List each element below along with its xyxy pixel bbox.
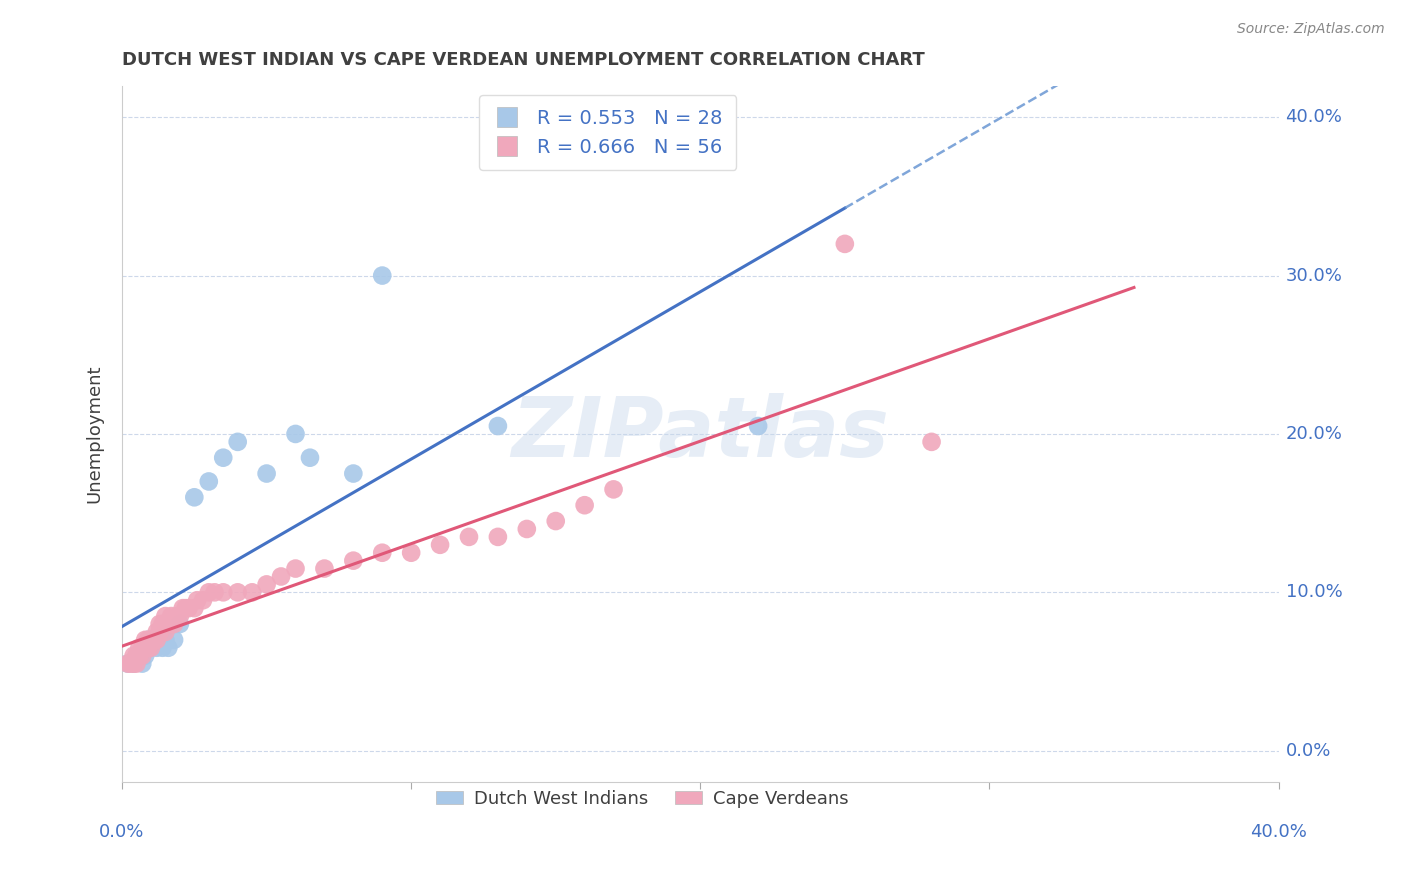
Point [174, 601, 197, 615]
Point [186, 593, 208, 607]
Point [172, 601, 194, 615]
Point [155, 609, 177, 624]
Point [163, 632, 186, 647]
Point [157, 640, 180, 655]
Point [429, 538, 451, 552]
Point [136, 632, 159, 647]
Point [270, 569, 292, 583]
Point [117, 657, 139, 671]
Point [160, 609, 183, 624]
Point [516, 522, 538, 536]
Point [131, 640, 153, 655]
Point [226, 585, 249, 599]
Point [371, 268, 394, 283]
Point [399, 546, 422, 560]
Point [155, 624, 177, 639]
Point [128, 648, 150, 663]
Point [342, 554, 364, 568]
Point [117, 657, 139, 671]
Point [177, 601, 200, 615]
Point [142, 632, 165, 647]
Point [166, 609, 188, 624]
Point [204, 585, 226, 599]
Point [128, 640, 150, 655]
Point [139, 632, 162, 647]
Point [298, 450, 321, 465]
Point [125, 648, 148, 663]
Point [136, 640, 159, 655]
Point [139, 640, 162, 655]
Point [139, 640, 162, 655]
Point [256, 577, 278, 591]
Point [212, 585, 235, 599]
Point [122, 657, 145, 671]
Point [212, 450, 235, 465]
Point [314, 561, 336, 575]
Point [145, 640, 167, 655]
Point [149, 617, 172, 632]
Point [134, 640, 156, 655]
Point [284, 561, 307, 575]
Text: DUTCH WEST INDIAN VS CAPE VERDEAN UNEMPLOYMENT CORRELATION CHART: DUTCH WEST INDIAN VS CAPE VERDEAN UNEMPL… [122, 51, 925, 69]
Point [602, 483, 624, 497]
Point [921, 434, 943, 449]
Point [145, 632, 167, 647]
Text: 0.0%: 0.0% [1285, 742, 1331, 760]
Point [139, 632, 162, 647]
Point [342, 467, 364, 481]
Point [747, 419, 769, 434]
Point [125, 657, 148, 671]
Text: 40.0%: 40.0% [1285, 108, 1343, 126]
Point [131, 657, 153, 671]
Point [128, 648, 150, 663]
Point [152, 640, 174, 655]
Text: 0.0%: 0.0% [100, 822, 145, 840]
Text: 30.0%: 30.0% [1285, 267, 1343, 285]
Text: ZIPatlas: ZIPatlas [512, 393, 889, 475]
Point [134, 648, 156, 663]
Point [125, 648, 148, 663]
Point [122, 657, 145, 671]
Text: Source: ZipAtlas.com: Source: ZipAtlas.com [1237, 22, 1385, 37]
Point [149, 624, 172, 639]
Point [574, 498, 596, 512]
Point [136, 632, 159, 647]
Text: 10.0%: 10.0% [1285, 583, 1343, 601]
Point [226, 434, 249, 449]
Point [458, 530, 481, 544]
Point [120, 657, 142, 671]
Text: 20.0%: 20.0% [1285, 425, 1343, 443]
Point [169, 617, 191, 632]
Text: 40.0%: 40.0% [1250, 822, 1308, 840]
Legend: Dutch West Indians, Cape Verdeans: Dutch West Indians, Cape Verdeans [429, 782, 856, 815]
Point [183, 601, 205, 615]
Point [240, 585, 263, 599]
Point [834, 236, 856, 251]
Point [134, 632, 156, 647]
Point [149, 632, 172, 647]
Point [256, 467, 278, 481]
Point [486, 419, 509, 434]
Point [183, 491, 205, 505]
Point [134, 640, 156, 655]
Point [163, 617, 186, 632]
Point [157, 617, 180, 632]
Y-axis label: Unemployment: Unemployment [86, 365, 103, 503]
Point [169, 609, 191, 624]
Point [371, 546, 394, 560]
Point [191, 593, 214, 607]
Point [197, 475, 219, 489]
Point [486, 530, 509, 544]
Point [152, 617, 174, 632]
Point [544, 514, 567, 528]
Point [145, 624, 167, 639]
Point [197, 585, 219, 599]
Point [155, 632, 177, 647]
Point [131, 648, 153, 663]
Point [122, 648, 145, 663]
Point [284, 426, 307, 441]
